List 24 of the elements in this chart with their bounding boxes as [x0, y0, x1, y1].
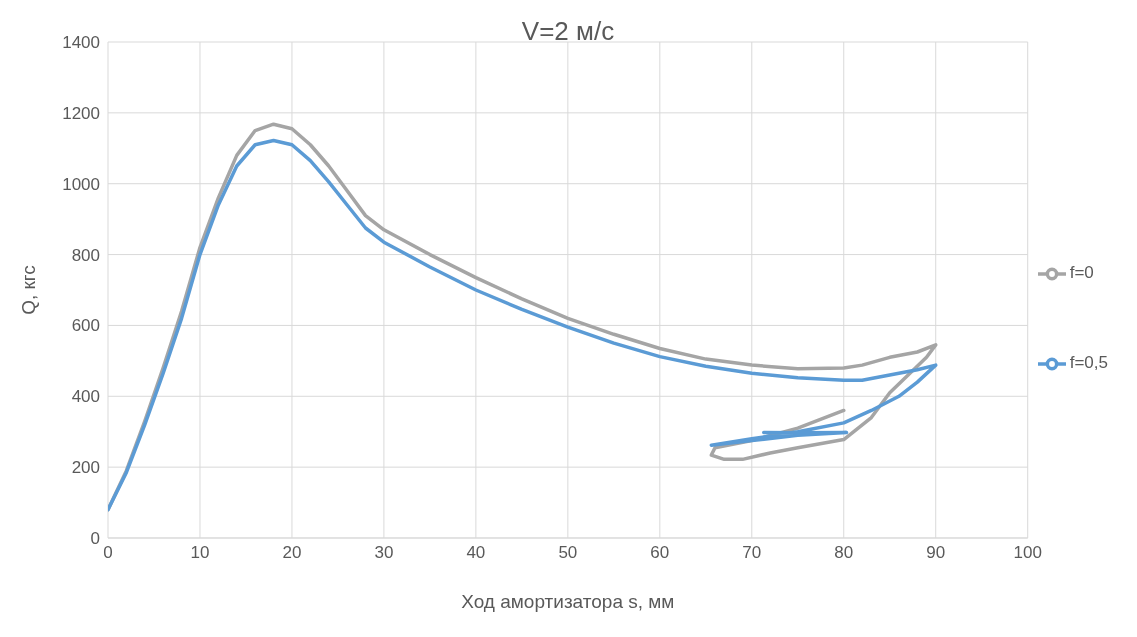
x-tick-label: 40 — [466, 543, 486, 563]
x-tick-label: 60 — [650, 543, 670, 563]
x-tick-label: 0 — [103, 543, 113, 563]
x-axis-title: Ход амортизатора s, мм — [461, 591, 675, 612]
x-tick-label: 70 — [742, 543, 762, 563]
y-tick-label: 1400 — [62, 33, 100, 53]
y-tick-label: 1000 — [62, 174, 100, 194]
x-tick-label: 50 — [558, 543, 578, 563]
y-tick-label: 200 — [71, 458, 100, 478]
y-tick-label: 0 — [90, 529, 100, 549]
y-tick-label: 600 — [71, 316, 100, 336]
chart-title: V=2 м/с — [521, 16, 615, 46]
x-tick-label: 20 — [282, 543, 302, 563]
x-tick-label: 10 — [190, 543, 210, 563]
x-tick-label: 30 — [374, 543, 394, 563]
y-tick-label: 400 — [71, 387, 100, 407]
y-tick-label: 1200 — [62, 103, 100, 123]
legend-label: f=0,5 — [1069, 353, 1108, 372]
legend-label: f=0 — [1069, 263, 1094, 282]
y-axis-title: Q, кгс — [17, 265, 39, 315]
x-tick-label: 90 — [926, 543, 946, 563]
y-tick-label: 800 — [71, 245, 100, 265]
x-tick-label: 80 — [834, 543, 854, 563]
x-tick-label: 100 — [1013, 543, 1042, 563]
